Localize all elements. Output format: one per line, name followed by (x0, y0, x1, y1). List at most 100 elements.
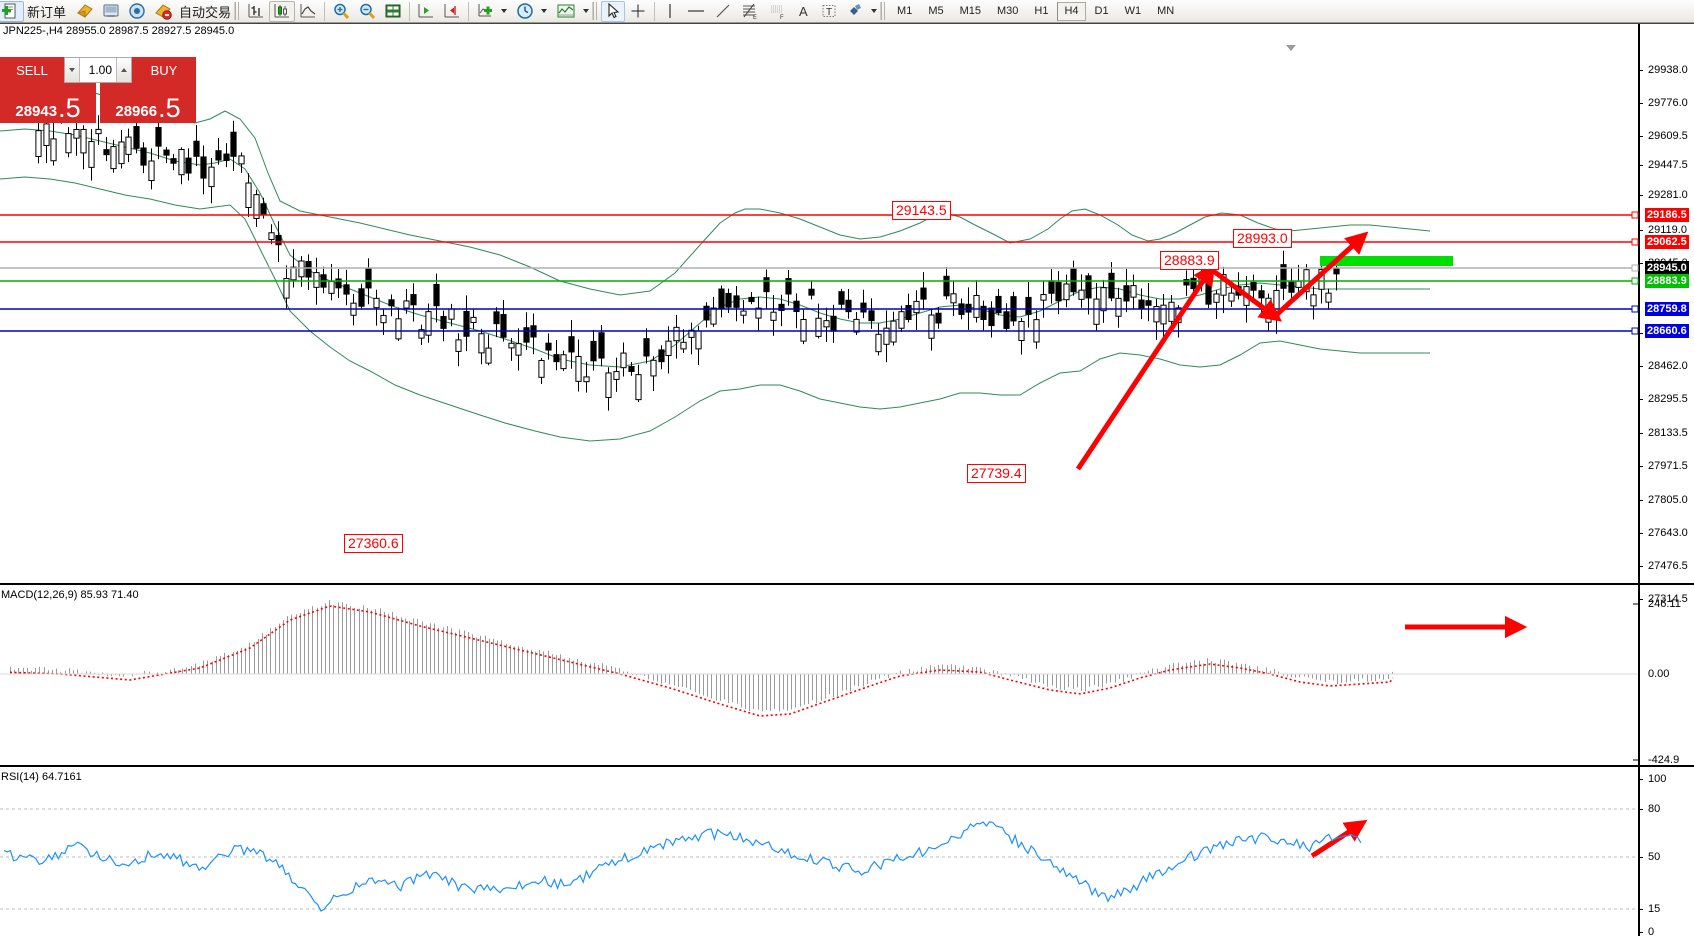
timeframe-m1[interactable]: M1 (897, 4, 913, 17)
candle-bullish (470, 316, 477, 323)
chevron-down-icon-volume (69, 68, 75, 72)
sell-button[interactable]: SELL (0, 57, 64, 83)
price-level-tag-red[interactable]: 29186.5 (1645, 208, 1689, 222)
octp-price-row: 28943.5 28966.5 (0, 83, 196, 123)
buy-button[interactable]: BUY (132, 57, 196, 83)
autotrading-label[interactable]: 自动交易 (179, 4, 232, 20)
macd-signal-line (9, 605, 1394, 717)
candle-bullish (1040, 294, 1047, 301)
price-level-tag-red[interactable]: 29062.5 (1645, 235, 1689, 249)
tile-windows-icon[interactable] (380, 1, 406, 22)
candle-bearish (988, 307, 995, 327)
volume-stepper[interactable]: 1.00 (64, 57, 132, 83)
autotrading-icon[interactable] (150, 1, 176, 22)
macd-indicator-label: MACD(12,26,9) 85.93 71.40 (1, 589, 139, 601)
timeframe-mn[interactable]: MN (1157, 4, 1175, 17)
timeframe-h4[interactable]: H4 (1057, 1, 1086, 21)
chevron-down-icon-period[interactable] (541, 9, 548, 13)
bar-chart-icon[interactable] (243, 1, 269, 22)
navigator-icon[interactable] (124, 1, 150, 22)
candle-bearish (170, 158, 177, 164)
zoom-in-icon[interactable] (328, 1, 354, 22)
price-level-tag-black[interactable]: 28945.0 (1645, 261, 1689, 275)
horizontal-price-lines[interactable] (0, 23, 1694, 583)
new-order-label[interactable]: 新订单 (27, 4, 67, 20)
chevron-down-icon-templates[interactable] (583, 9, 590, 13)
rsi-plot[interactable] (0, 767, 1638, 936)
candle-bullish (883, 327, 890, 345)
chevron-down-icon-indicator[interactable] (501, 9, 508, 13)
pane-separator-macd[interactable] (0, 583, 1694, 585)
candle-bearish (223, 153, 230, 161)
price-line-handle[interactable] (1631, 327, 1639, 335)
price-level-tag-green[interactable]: 28883.9 (1645, 274, 1689, 288)
candle-bullish (298, 260, 305, 278)
price-line-handle[interactable] (1631, 305, 1639, 313)
line-chart-icon[interactable] (295, 1, 321, 22)
price-annotation-label[interactable]: 27739.4 (967, 464, 1026, 483)
price-level-tag-blue[interactable]: 28660.6 (1645, 324, 1689, 338)
timeframe-d1[interactable]: D1 (1094, 4, 1109, 17)
candle-bearish (440, 315, 447, 329)
text-icon[interactable]: A (792, 1, 816, 22)
timeframe-h1[interactable]: H1 (1034, 4, 1049, 17)
candle-bullish (673, 326, 680, 342)
auto-scroll-icon[interactable] (439, 1, 465, 22)
chevron-down-icon-shapes[interactable] (871, 9, 878, 13)
new-order-icon[interactable] (0, 0, 24, 22)
candle-bullish (373, 297, 380, 309)
chart-canvas-area[interactable]: JPN225-,H4 28955.0 28987.5 28927.5 28945… (0, 23, 1694, 936)
horizontal-line-icon[interactable] (682, 1, 710, 22)
price-axis-tick-label: 28133.5 (1648, 427, 1688, 439)
volume-input[interactable]: 1.00 (88, 63, 112, 77)
sell-price-fraction: .5 (58, 93, 81, 123)
candle-bearish (133, 125, 140, 149)
templates-icon[interactable] (552, 1, 580, 22)
candlestick-chart-icon[interactable] (269, 0, 296, 22)
fibonacci-icon[interactable]: E (736, 1, 764, 22)
sell-price-display[interactable]: 28943.5 (0, 83, 96, 123)
one-click-trading-panel[interactable]: SELL 1.00 BUY 28943.5 28966.5 (0, 57, 196, 125)
period-icon[interactable] (512, 1, 538, 22)
macd-plot[interactable] (0, 585, 1638, 765)
price-line-handle[interactable] (1631, 211, 1639, 219)
price-axis-tick-label: 28295.5 (1648, 393, 1688, 405)
zoom-out-icon[interactable] (354, 1, 380, 22)
price-level-tag-blue[interactable]: 28759.8 (1645, 302, 1689, 316)
cursor-icon[interactable] (601, 0, 626, 22)
price-annotation-label[interactable]: 29143.5 (892, 201, 951, 220)
rsi-line (3, 821, 1362, 912)
candle-bearish (140, 147, 147, 166)
price-line-handle[interactable] (1631, 277, 1639, 285)
price-annotation-label[interactable]: 28993.0 (1233, 229, 1292, 248)
timeframe-m30[interactable]: M30 (997, 4, 1019, 17)
add-indicator-icon[interactable] (472, 1, 498, 22)
chart-shift-icon[interactable] (413, 1, 439, 22)
text-label-icon[interactable]: T (816, 1, 842, 22)
vertical-line-icon[interactable] (658, 1, 682, 22)
channel-icon[interactable]: F (764, 1, 792, 22)
timeframe-w1[interactable]: W1 (1124, 4, 1142, 17)
shapes-icon[interactable] (842, 1, 868, 22)
pane-separator-rsi[interactable] (0, 765, 1694, 767)
chart-shift-marker[interactable] (1286, 45, 1296, 51)
candle-bearish (860, 302, 867, 313)
timeframe-m5[interactable]: M5 (928, 4, 944, 17)
price-annotation-label[interactable]: 27360.6 (344, 534, 403, 553)
volume-increase-button[interactable] (116, 58, 131, 82)
volume-decrease-button[interactable] (65, 58, 80, 82)
buy-price-display[interactable]: 28966.5 (100, 83, 196, 123)
candle-bearish (658, 349, 665, 363)
crosshair-icon[interactable] (625, 1, 651, 22)
toolbar-divider (324, 1, 326, 21)
expert-advisors-icon[interactable] (72, 1, 98, 22)
trendline-icon[interactable] (710, 1, 736, 22)
price-line-handle[interactable] (1631, 238, 1639, 246)
metaeditor-icon[interactable] (98, 1, 124, 22)
candle-bullish (290, 266, 297, 281)
price-annotation-label[interactable]: 28883.9 (1160, 251, 1219, 270)
timeframe-m15[interactable]: M15 (959, 4, 981, 17)
price-axis-tick-label: 29119.0 (1648, 224, 1687, 236)
candle-bullish (560, 354, 567, 370)
price-line-handle[interactable] (1631, 264, 1639, 272)
